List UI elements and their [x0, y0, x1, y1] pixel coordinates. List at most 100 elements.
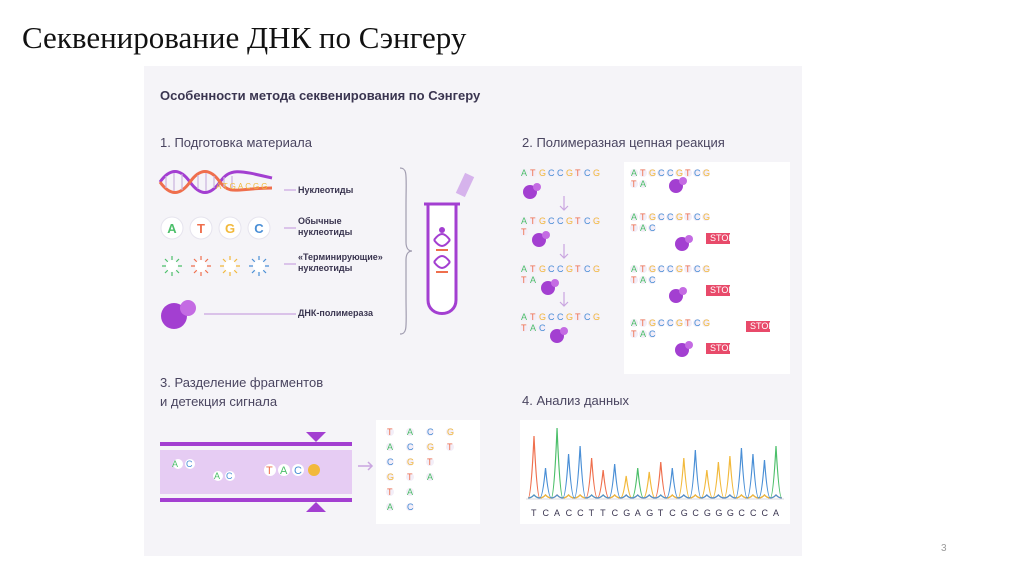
template-base: G: [703, 168, 710, 178]
base-letters: A T G C: [160, 216, 271, 240]
template-base: A: [631, 168, 637, 178]
ladder-bead: [426, 473, 434, 481]
primer-bead: [520, 276, 528, 284]
primer-base: C: [539, 323, 546, 333]
polymerase-icon: [161, 300, 196, 329]
template-bead: [529, 169, 537, 177]
svg-text:C: C: [186, 459, 193, 469]
ladder-bead: [406, 488, 414, 496]
step-arrow: [559, 301, 569, 307]
label-nucleotides: Нуклеотиды: [298, 185, 354, 195]
template-base: G: [539, 312, 546, 322]
arrow-right-icon: [358, 461, 374, 471]
sequence-letter: A: [635, 508, 641, 518]
template-base: A: [521, 312, 527, 322]
primer-base: C: [649, 223, 656, 233]
sequence-letter: C: [612, 508, 619, 518]
polymerase-blob: [679, 287, 687, 295]
primer-base: A: [530, 323, 536, 333]
template-bead: [693, 319, 701, 327]
template-base: G: [539, 216, 546, 226]
template-base: T: [685, 168, 691, 178]
label-polymerase: ДНК-полимераза: [298, 308, 373, 318]
template-base: G: [593, 168, 600, 178]
template-base: C: [548, 312, 555, 322]
template-bead: [675, 319, 683, 327]
template-bead: [574, 265, 582, 273]
template-base: C: [658, 168, 665, 178]
template-base: G: [593, 264, 600, 274]
template-base: T: [640, 318, 646, 328]
template-base: T: [530, 216, 536, 226]
template-bead: [592, 265, 600, 273]
electrophoresis-channel: A C A C T A C: [160, 432, 352, 512]
fragment-ladder: T A C GA C G TC G TG T AT AA C: [386, 427, 454, 512]
primer-bead: [630, 276, 638, 284]
template-bead: [520, 217, 528, 225]
primer-base: T: [521, 323, 527, 333]
template-bead: [547, 313, 555, 321]
primer-base: A: [640, 179, 646, 189]
template-base: C: [658, 212, 665, 222]
svg-text:C: C: [294, 465, 302, 477]
ladder-base: T: [407, 472, 413, 482]
sequence-letter: C: [566, 508, 573, 518]
template-bead: [630, 319, 638, 327]
primer-base: T: [521, 227, 527, 237]
template-bead: [666, 319, 674, 327]
sequence-letter: C: [577, 508, 584, 518]
figure-title: Особенности метода секвенирования по Сэн…: [160, 88, 481, 103]
base-t: T: [197, 221, 205, 236]
sequence-letter: C: [692, 508, 699, 518]
template-bead: [574, 217, 582, 225]
ladder-bead: [426, 428, 434, 436]
svg-text:C: C: [226, 471, 233, 481]
trace-t: [527, 435, 782, 499]
ladder-bead: [386, 503, 394, 511]
template-bead: [630, 213, 638, 221]
template-base: G: [649, 264, 656, 274]
template-base: A: [521, 168, 527, 178]
ladder-base: A: [387, 442, 393, 452]
label-connectors: [204, 189, 296, 315]
ladder-base: T: [387, 427, 393, 437]
template-base: C: [667, 212, 674, 222]
template-base: G: [566, 216, 573, 226]
sequence-letter: A: [554, 508, 560, 518]
template-bead: [529, 313, 537, 321]
template-bead: [565, 265, 573, 273]
template-base: G: [649, 168, 656, 178]
template-base: G: [676, 264, 683, 274]
sequence-letter: T: [600, 508, 606, 518]
template-bead: [565, 313, 573, 321]
template-bead: [693, 213, 701, 221]
template-base: C: [557, 168, 564, 178]
template-base: C: [694, 318, 701, 328]
template-base: G: [676, 168, 683, 178]
primer-base: C: [649, 275, 656, 285]
template-base: A: [631, 212, 637, 222]
template-base: G: [703, 318, 710, 328]
polymerase-blob: [685, 341, 693, 349]
template-base: T: [685, 264, 691, 274]
template-bead: [574, 169, 582, 177]
polymerase-blob: [679, 177, 687, 185]
template-bead: [520, 265, 528, 273]
template-bead: [693, 265, 701, 273]
template-base: T: [530, 168, 536, 178]
section4-title: 4. Анализ данных: [522, 393, 629, 408]
ladder-bead: [386, 488, 394, 496]
template-bead: [538, 313, 546, 321]
primer-bead: [538, 324, 546, 332]
template-base: T: [640, 264, 646, 274]
section3-title-line1: 3. Разделение фрагментов: [160, 375, 324, 390]
polymerase-blob: [533, 183, 541, 191]
ladder-bead: [386, 458, 394, 466]
dna-helix-icon: [158, 170, 273, 194]
primer-bead: [529, 324, 537, 332]
template-bead: [556, 217, 564, 225]
template-base: C: [557, 264, 564, 274]
